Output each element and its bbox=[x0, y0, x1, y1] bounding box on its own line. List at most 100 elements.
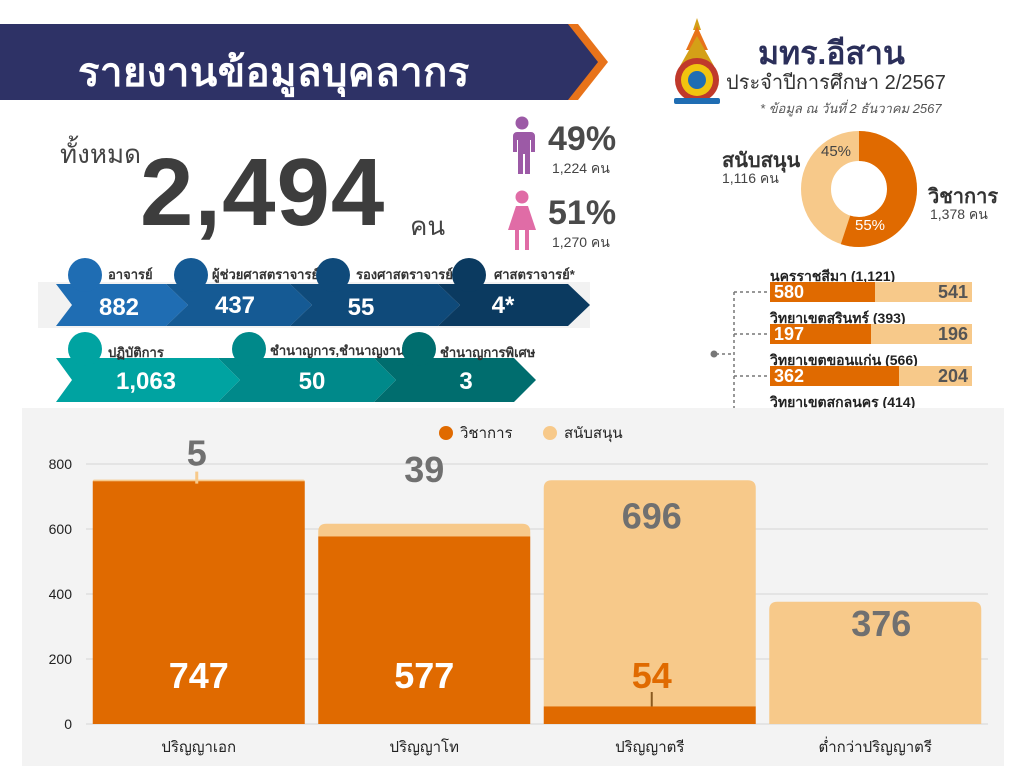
asst-prof-circle-icon bbox=[174, 258, 208, 292]
data-date-note: * ข้อมูล ณ วันที่ 2 ธันวาคม 2567 bbox=[760, 101, 942, 116]
practitioner-label: ปฏิบัติการ bbox=[108, 345, 164, 360]
practitioner-circle-icon bbox=[68, 332, 102, 366]
asst-prof-value: 437 bbox=[214, 292, 256, 319]
campus-academic-segment bbox=[770, 366, 899, 386]
campus-name: วิทยาเขตสกลนคร (414) bbox=[770, 394, 916, 410]
campus-academic-segment bbox=[770, 324, 871, 344]
campus-bar: 197 196 bbox=[770, 324, 972, 344]
campus-academic-value: 197 bbox=[774, 324, 805, 344]
legend-label: สนับสนุน bbox=[564, 425, 623, 443]
professional-label: ชำนาญการ,ชำนาญงาน bbox=[270, 343, 406, 358]
legend-swatch bbox=[543, 426, 557, 440]
female-person-icon bbox=[508, 190, 536, 250]
assoc-prof-label: รองศาสตราจารย์ bbox=[356, 267, 453, 282]
y-tick-label: 200 bbox=[49, 651, 73, 667]
page-title: รายงานข้อมูลบุคลากร bbox=[78, 51, 470, 95]
senior-professional-circle-icon bbox=[402, 332, 436, 366]
staff-type-donut: 45% 55% bbox=[801, 131, 917, 247]
lecturer-label: อาจารย์ bbox=[108, 267, 153, 282]
arrow-senior-professional bbox=[374, 358, 536, 402]
legend-swatch bbox=[439, 426, 453, 440]
male-percent: 49% bbox=[548, 120, 617, 158]
y-tick-label: 600 bbox=[49, 521, 73, 537]
arrow-practitioner bbox=[56, 358, 240, 402]
bar-academic-segment bbox=[543, 706, 756, 724]
campus-name: วิทยาเขตขอนแก่น (566) bbox=[770, 352, 918, 368]
y-tick-label: 400 bbox=[49, 586, 73, 602]
donut-academic-percent: 55% bbox=[855, 217, 885, 234]
professional-circle-icon bbox=[232, 332, 266, 366]
campus-academic-value: 580 bbox=[774, 282, 805, 302]
asst-prof-label: ผู้ช่วยศาสตราจารย์ bbox=[212, 267, 320, 282]
campus-academic-value: 362 bbox=[774, 366, 805, 386]
y-tick-label: 0 bbox=[64, 716, 72, 732]
prof-circle-icon bbox=[452, 258, 486, 292]
campus-support-segment bbox=[899, 366, 972, 386]
degree-stacked-bar-chart: 0 200 400 600 800 วิชาการ สนับสนุน 747 5 ปริญญาเอ… bbox=[49, 425, 988, 756]
senior-professional-label: ชำนาญการพิเศษ bbox=[440, 345, 536, 360]
bar-support-segment bbox=[92, 479, 305, 482]
x-tick-label: ปริญญาเอก bbox=[161, 739, 236, 756]
prof-label: ศาสตราจารย์* bbox=[494, 267, 575, 282]
y-tick-label: 800 bbox=[49, 456, 73, 472]
header-banner: รายงานข้อมูลบุคลากร bbox=[0, 24, 608, 100]
campus-bar: 580 541 bbox=[770, 282, 972, 302]
campus-support-value: 541 bbox=[937, 282, 968, 302]
lecturer-circle-icon bbox=[68, 258, 102, 292]
arrow-asst-prof bbox=[166, 284, 312, 326]
campus-connector bbox=[710, 291, 768, 417]
senior-professional-value: 3 bbox=[459, 368, 473, 395]
donut-academic-slice bbox=[801, 131, 917, 247]
campus-name: วิทยาเขตสุรินทร์ (393) bbox=[770, 310, 906, 326]
bar-academic-segment bbox=[92, 481, 305, 724]
data-label-support: 5 bbox=[187, 433, 207, 474]
x-tick-label: ปริญญาโท bbox=[389, 738, 459, 756]
professional-value: 50 bbox=[298, 368, 326, 395]
female-percent: 51% bbox=[548, 194, 617, 232]
banner-shape bbox=[0, 24, 608, 100]
campus-support-value: 204 bbox=[937, 366, 968, 386]
male-person-icon bbox=[513, 116, 535, 174]
support-count: 1,116 คน bbox=[722, 170, 779, 186]
legend-label: วิชาการ bbox=[459, 425, 512, 442]
campus-support-segment bbox=[871, 324, 972, 344]
data-label-support: 376 bbox=[851, 603, 911, 644]
bar-academic-segment bbox=[318, 536, 531, 724]
x-tick-label: ปริญญาตรี bbox=[615, 739, 684, 756]
university-name: มทร.อีสาน bbox=[758, 35, 905, 71]
prof-value: 4* bbox=[491, 292, 515, 319]
campus-bar: 362 204 bbox=[770, 366, 972, 386]
arrow-professional bbox=[218, 358, 396, 402]
campus-support-segment bbox=[875, 282, 972, 302]
arrow-lecturer bbox=[56, 284, 188, 326]
support-label: สนับสนุน bbox=[722, 150, 801, 172]
academic-count: 1,378 คน bbox=[930, 206, 988, 222]
practitioner-value: 1,063 bbox=[115, 368, 177, 395]
assoc-prof-value: 55 bbox=[347, 294, 375, 321]
arrow-assoc-prof bbox=[290, 284, 460, 326]
arrow-prof bbox=[438, 284, 590, 326]
data-label-support: 39 bbox=[404, 449, 444, 490]
total-unit: คน bbox=[410, 211, 446, 241]
university-logo-icon bbox=[674, 18, 720, 104]
bar-support-segment bbox=[318, 523, 531, 537]
male-count: 1,224 คน bbox=[552, 160, 610, 176]
data-label-support: 696 bbox=[622, 495, 682, 536]
x-tick-label: ต่ำกว่าปริญญาตรี bbox=[819, 736, 932, 756]
campus-academic-segment bbox=[770, 282, 875, 302]
female-count: 1,270 คน bbox=[552, 234, 610, 250]
data-label-academic: 577 bbox=[394, 655, 454, 696]
donut-support-percent: 45% bbox=[821, 143, 851, 160]
academic-label: วิชาการ bbox=[928, 186, 999, 208]
position-arrows bbox=[56, 284, 590, 402]
total-value: 2,494 bbox=[140, 139, 386, 246]
campus-name: นครราชสีมา (1,121) bbox=[770, 268, 896, 284]
data-label-academic: 54 bbox=[632, 655, 672, 696]
lecturer-value: 882 bbox=[98, 294, 140, 321]
data-label-academic: 747 bbox=[169, 655, 229, 696]
academic-year: ประจำปีการศึกษา 2/2567 bbox=[726, 72, 946, 94]
bar-support-segment bbox=[769, 601, 982, 724]
campus-support-value: 196 bbox=[937, 324, 968, 344]
total-label: ทั้งหมด bbox=[60, 139, 141, 169]
